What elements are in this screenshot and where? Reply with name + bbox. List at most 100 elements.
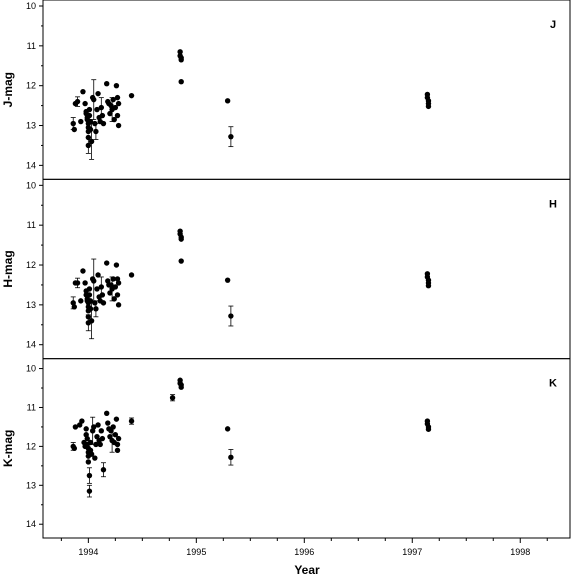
data-point: [178, 236, 184, 242]
data-point: [95, 272, 101, 278]
panel-tag: K: [549, 378, 557, 390]
x-axis-ticks: 1994 1995 1996 1997 1998: [60, 538, 548, 557]
y-tick-label: 12: [26, 441, 36, 451]
data-point: [78, 118, 84, 125]
y-tick-label: 10: [26, 180, 36, 190]
panel-frame: [42, 358, 571, 539]
data-point: [224, 426, 231, 432]
data-point: [113, 416, 120, 422]
data-point: [99, 112, 106, 119]
panel-k: 10 11 12 13 14 K-mag K: [1, 358, 571, 539]
data-point: [425, 283, 432, 289]
data-point: [91, 96, 97, 103]
data-point: [114, 447, 121, 453]
data-point: [93, 306, 99, 312]
data-point: [78, 298, 84, 304]
data-point: [82, 100, 88, 107]
data-point: [111, 296, 117, 302]
data-point: [72, 424, 79, 430]
data-point: [104, 260, 110, 266]
data-point: [74, 280, 81, 286]
data-point: [86, 106, 93, 113]
y-tick-label: 12: [26, 81, 36, 91]
data-point: [128, 272, 135, 278]
data-point: [80, 268, 86, 274]
x-tick-label: 1995: [186, 547, 206, 557]
data-point: [87, 298, 94, 304]
data-point: [115, 100, 122, 107]
data-point: [111, 116, 117, 123]
data-point: [87, 118, 94, 125]
data-point: [128, 418, 135, 424]
data-point: [224, 98, 231, 104]
data-point: [82, 280, 88, 286]
data-point: [95, 422, 101, 428]
y-tick-label: 12: [26, 260, 36, 270]
data-point: [224, 277, 231, 283]
panel-frame: [42, 0, 571, 180]
data-point: [115, 302, 122, 308]
data-point: [71, 445, 78, 452]
data-point: [84, 435, 90, 442]
y-tick-label: 14: [26, 519, 36, 529]
panels-layer: 10 11 12 13 14 J-mag J 10 11 12 13 14 H-mag H 10 11 12 13…: [1, 0, 571, 539]
data-point: [86, 488, 93, 494]
data-point: [105, 420, 111, 426]
data-point: [114, 112, 121, 119]
data-point: [228, 313, 234, 319]
y-axis-label: K-mag: [1, 430, 15, 467]
data-point: [86, 472, 93, 479]
data-point: [74, 98, 81, 105]
data-point: [425, 103, 432, 110]
y-tick-label: 13: [26, 300, 36, 310]
data-point: [80, 88, 86, 95]
data-point: [94, 286, 100, 292]
data-point: [107, 290, 113, 296]
data-point: [93, 441, 99, 448]
data-point: [228, 133, 234, 140]
data-point: [98, 428, 105, 434]
y-axis-label: H-mag: [1, 250, 15, 287]
data-point: [112, 284, 119, 290]
data-point: [85, 134, 92, 141]
data-point: [178, 384, 184, 390]
data-point: [100, 300, 107, 306]
data-point: [91, 424, 97, 430]
y-tick-label: 11: [27, 41, 36, 51]
data-point: [99, 435, 106, 442]
y-tick-label: 14: [26, 340, 36, 350]
y-tick-label: 13: [26, 480, 36, 490]
data-point: [112, 432, 119, 438]
data-point: [92, 455, 98, 461]
data-point: [169, 395, 176, 401]
data-point: [104, 410, 110, 417]
data-point: [88, 451, 95, 457]
x-tick-label: 1994: [78, 547, 98, 557]
data-point: [110, 276, 116, 282]
data-point: [87, 439, 94, 446]
data-point: [98, 284, 105, 290]
data-point: [85, 142, 92, 149]
data-point: [425, 426, 432, 432]
data-point: [115, 280, 122, 286]
data-point: [178, 258, 184, 264]
data-point: [177, 49, 183, 55]
data-point: [178, 57, 184, 63]
data-point: [228, 454, 234, 460]
data-point: [178, 78, 184, 85]
data-point: [115, 122, 122, 129]
y-tick-label: 13: [26, 121, 36, 131]
data-point: [79, 418, 85, 424]
data-point: [113, 82, 120, 89]
data-point: [113, 262, 120, 268]
data-point: [70, 120, 76, 127]
x-axis-label: Year: [294, 563, 320, 577]
data-point: [85, 459, 92, 465]
panel-tag: J: [550, 19, 556, 31]
data-point: [115, 435, 122, 442]
data-point: [110, 424, 116, 430]
y-axis-label: J-mag: [1, 72, 15, 107]
x-tick-label: 1997: [402, 547, 422, 557]
data-point: [128, 92, 135, 99]
y-tick-label: 11: [27, 220, 36, 230]
